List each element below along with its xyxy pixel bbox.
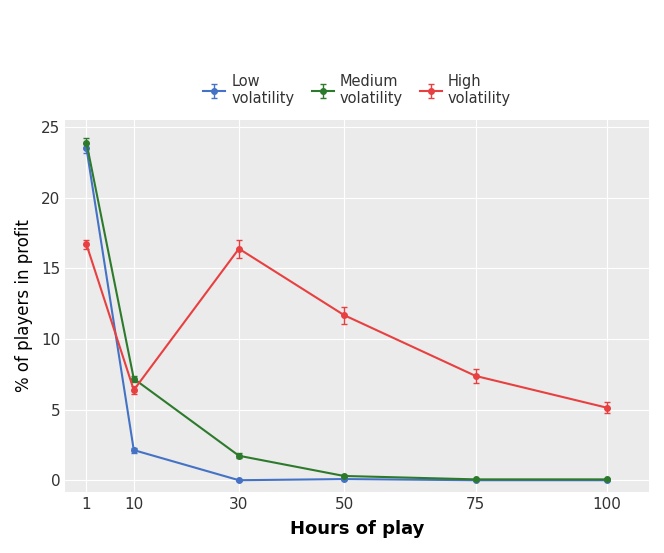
Y-axis label: % of players in profit: % of players in profit — [15, 220, 33, 393]
X-axis label: Hours of play: Hours of play — [290, 520, 424, 538]
Legend: Low
volatility, Medium
volatility, High
volatility: Low volatility, Medium volatility, High … — [198, 68, 517, 112]
